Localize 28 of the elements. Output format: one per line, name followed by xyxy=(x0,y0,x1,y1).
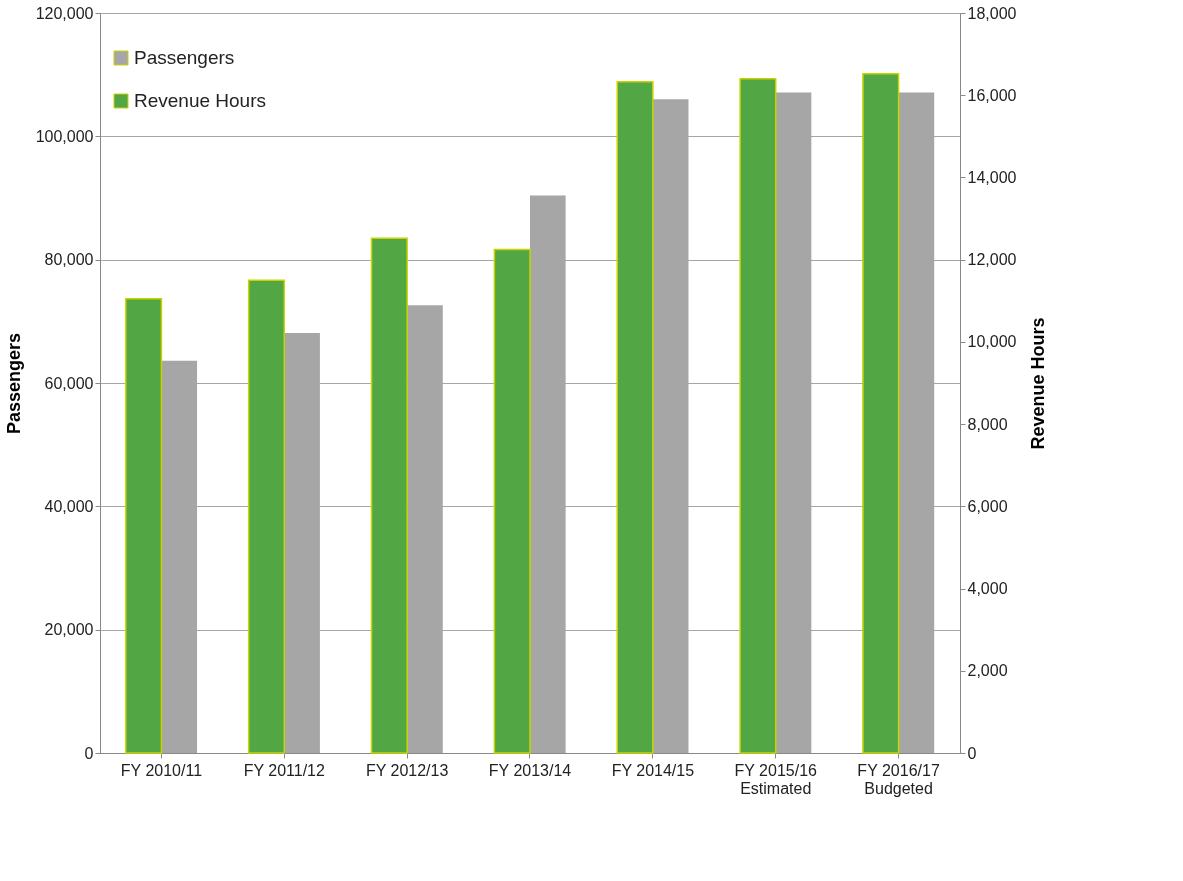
y-tick-label: 80,000 xyxy=(44,251,94,269)
y2-tick-label: 6,000 xyxy=(967,497,1008,515)
y2-tick-label: 14,000 xyxy=(967,168,1017,186)
y2-tick-label: 12,000 xyxy=(967,251,1017,269)
x-tick-label: FY 2015/16 Estimated xyxy=(734,761,818,797)
y2-tick-label: 2,000 xyxy=(967,662,1008,680)
x-tick-label: FY 2010/11 xyxy=(120,761,203,779)
x-tick-label: FY 2012/13 xyxy=(365,761,449,779)
x-tick-label: FY 2016/17 Budgeted xyxy=(857,761,940,797)
y-tick-label: 120,000 xyxy=(35,4,94,22)
y-tick-label: 40,000 xyxy=(44,497,94,515)
y2-tick-label: 0 xyxy=(967,744,977,762)
y-tick-label: 0 xyxy=(84,744,94,762)
y-tick-label: 20,000 xyxy=(44,621,94,639)
y2-axis-title: Revenue Hours xyxy=(1028,317,1049,450)
y2-tick-label: 4,000 xyxy=(967,580,1008,598)
x-tick-label: FY 2014/15 xyxy=(611,761,695,779)
y2-tick-label: 8,000 xyxy=(967,415,1008,433)
y-axis-title: Passengers xyxy=(3,332,24,435)
legend-label: Passengers xyxy=(134,47,235,68)
y-tick-label: 100,000 xyxy=(35,127,94,145)
legend-label: Revenue Hours xyxy=(134,90,267,111)
y2-tick-label: 16,000 xyxy=(967,86,1017,104)
y2-tick-label: 18,000 xyxy=(967,4,1017,22)
x-tick-label: FY 2013/14 xyxy=(488,761,572,779)
y-tick-label: 60,000 xyxy=(44,374,94,392)
y2-tick-label: 10,000 xyxy=(967,333,1017,351)
x-tick-label: FY 2011/12 xyxy=(243,761,326,779)
